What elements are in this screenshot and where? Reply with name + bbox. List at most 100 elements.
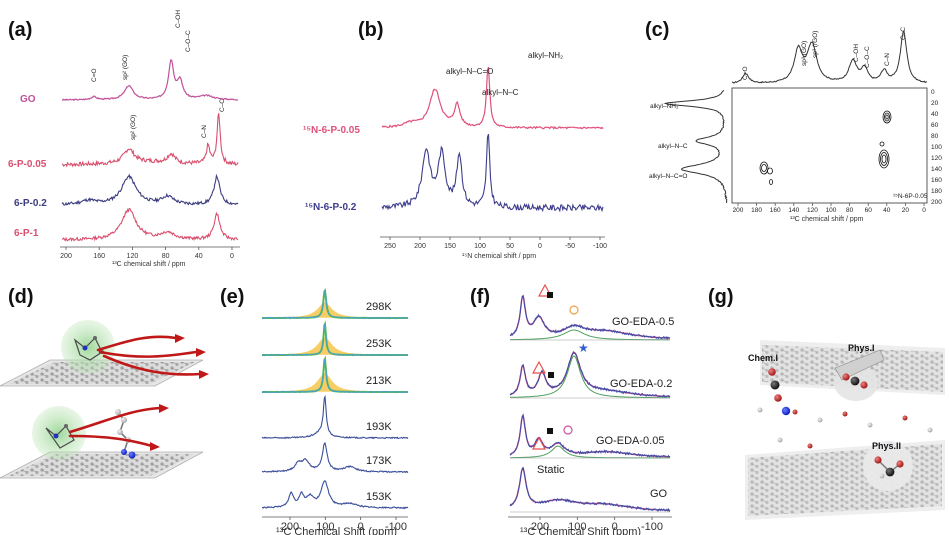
label-6-P-0.2: 6-P-0.2 bbox=[14, 198, 47, 209]
spectrum-193K bbox=[261, 394, 409, 440]
tick-label: 200 bbox=[733, 207, 744, 214]
diffusion-arrows bbox=[68, 335, 202, 448]
tick-label: 40 bbox=[883, 207, 891, 214]
tick-label: 160 bbox=[931, 177, 942, 184]
panel-e-label: (e) bbox=[220, 286, 244, 308]
chem-i-site bbox=[768, 368, 791, 416]
spectrum-15N-6-P-0.2 bbox=[381, 134, 604, 213]
temp-label: 213K bbox=[366, 375, 392, 387]
tick-label: 100 bbox=[931, 144, 942, 151]
tick-label: 120 bbox=[807, 207, 818, 214]
square-marker-2 bbox=[548, 372, 554, 378]
panel-d-label: (d) bbox=[8, 286, 34, 308]
circle-marker-pink bbox=[563, 425, 573, 435]
xlabel-e: ¹³C Chemical Shift (ppm) bbox=[276, 526, 397, 535]
temp-label: 193K bbox=[366, 421, 392, 433]
peak-c-n: C–N bbox=[201, 125, 208, 138]
tick-label: 50 bbox=[506, 243, 514, 250]
label-static: Static bbox=[537, 464, 565, 476]
markers-f: ★ bbox=[531, 283, 589, 450]
tick-label: 80 bbox=[931, 133, 939, 140]
ticks-c-x: 200 180 160 140 120 100 80 60 40 20 0 bbox=[733, 203, 926, 214]
peak-alkyl-n-c-o: alkyl–N–C=O bbox=[446, 67, 493, 76]
tick-label: 80 bbox=[162, 253, 170, 260]
c-peak-c-oh: C–OH bbox=[853, 44, 860, 62]
panel-f-label: (f) bbox=[470, 286, 490, 308]
spectrum-6-P-1 bbox=[61, 207, 239, 242]
arrow-heads bbox=[150, 334, 209, 451]
spectra-f bbox=[509, 294, 671, 513]
star-marker: ★ bbox=[578, 341, 589, 355]
label-go: GO bbox=[650, 488, 668, 500]
triangle-marker-3 bbox=[531, 436, 547, 450]
panel-d: (d) bbox=[0, 286, 209, 479]
fit-fill bbox=[262, 373, 408, 392]
c-side-nh2: alkyl–NH₂ bbox=[650, 103, 679, 110]
label-go-eda-0.05: GO-EDA-0.05 bbox=[596, 435, 664, 447]
ticks-e: 200 100 0 -100 bbox=[281, 517, 407, 533]
panel-a: (a) GO 6-P-0.05 6-P-0.2 6-P-1 C=O sp² (G… bbox=[8, 10, 240, 268]
label-go-eda-0.2: GO-EDA-0.2 bbox=[610, 378, 672, 390]
phys-i-site bbox=[834, 349, 885, 401]
c-peak-c-o: C=O bbox=[742, 66, 749, 80]
c-peak-c-n: C–N bbox=[884, 53, 891, 66]
label-go: GO bbox=[20, 94, 36, 105]
c-peak-sp2-rgo: sp² (rGO) bbox=[812, 31, 819, 58]
tick-label: 200 bbox=[414, 243, 426, 250]
2d-plot-frame bbox=[731, 87, 928, 204]
ticks-f: 200 100 0 -100 bbox=[531, 517, 663, 533]
component-fit bbox=[509, 355, 670, 399]
square-marker bbox=[547, 292, 553, 298]
tick-label: 40 bbox=[931, 111, 939, 118]
triangle-marker bbox=[537, 283, 553, 297]
fit-fill bbox=[262, 302, 408, 318]
spectrum-173K bbox=[261, 442, 409, 474]
spectrum-6-P-0.05 bbox=[61, 113, 239, 168]
projection-13C bbox=[731, 29, 928, 84]
spectrum-GO bbox=[509, 467, 671, 513]
spectrum-go bbox=[61, 59, 239, 102]
spectrum-GO-EDA-0.2 bbox=[509, 350, 671, 399]
xlabel-a: ¹³C chemical shift / ppm bbox=[112, 261, 186, 268]
panel-a-label: (a) bbox=[8, 19, 32, 41]
peak-c-o: C=O bbox=[91, 68, 98, 82]
panel-c-label: (c) bbox=[645, 19, 669, 41]
tick-label: 100 bbox=[316, 521, 334, 533]
temp-label: 153K bbox=[366, 491, 392, 503]
tick-label: -100 bbox=[593, 243, 607, 250]
square-marker-3 bbox=[547, 428, 553, 434]
panel-g: (g) Chem.I bbox=[708, 286, 945, 520]
xlabel-b: ¹⁵N chemical shift / ppm bbox=[462, 253, 536, 260]
tick-label: 200 bbox=[931, 199, 942, 206]
tick-label: 160 bbox=[770, 207, 781, 214]
tick-label: -50 bbox=[565, 243, 575, 250]
lattice-bottom bbox=[8, 454, 195, 476]
c-peak-c-o-c: C–O–C bbox=[864, 46, 871, 68]
tick-label: 20 bbox=[902, 207, 910, 214]
tick-label: 140 bbox=[788, 207, 799, 214]
tick-label: 60 bbox=[865, 207, 873, 214]
tick-label: 160 bbox=[93, 253, 105, 260]
tick-label: 200 bbox=[281, 521, 299, 533]
phys-ii-site bbox=[863, 441, 913, 491]
tick-label: 180 bbox=[751, 207, 762, 214]
peak-c-o-c: C–O–C bbox=[185, 30, 192, 52]
spectrum-6-P-0.2 bbox=[61, 173, 239, 206]
peak-c-c: C–C bbox=[219, 99, 226, 112]
c-peak-c-c: C–C bbox=[900, 27, 907, 40]
tick-label: 80 bbox=[846, 207, 854, 214]
spectrum-153K bbox=[261, 480, 409, 510]
spectrum-GO-EDA-0.05 bbox=[509, 413, 671, 459]
molecule-glow-top bbox=[61, 320, 115, 374]
tick-label: 60 bbox=[931, 122, 939, 129]
circle-marker-orange bbox=[569, 305, 579, 315]
tick-label: 0 bbox=[922, 207, 926, 214]
label-phys-i: Phys.I bbox=[848, 343, 875, 353]
triangle-marker-2 bbox=[531, 360, 547, 374]
spectra-e: 298K 253K 213K 193K 173K 153K bbox=[261, 288, 409, 510]
tick-label: -100 bbox=[385, 521, 407, 533]
temp-label: 253K bbox=[366, 338, 392, 350]
c-peak-sp2-go: sp² (GO) bbox=[801, 41, 808, 66]
panel-b: (b) ¹⁵N-6-P-0.05 ¹⁵N-6-P-0.2 alkyl–N–C=O… bbox=[303, 19, 607, 260]
